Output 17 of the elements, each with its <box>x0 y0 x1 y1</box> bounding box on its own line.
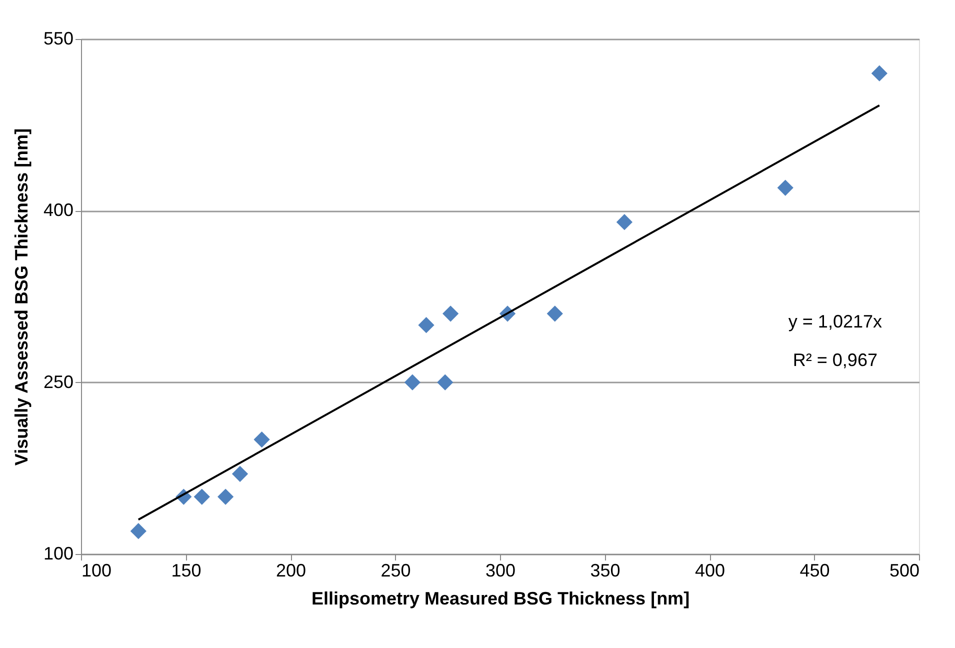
y-axis-title: Visually Assessed BSG Thickness [nm] <box>11 128 32 466</box>
x-tick-label: 500 <box>889 560 920 580</box>
x-tick-label: 100 <box>82 560 112 580</box>
x-tick-label: 150 <box>171 560 202 580</box>
x-tick-label: 400 <box>694 560 726 580</box>
annotation: y = 1,0217x <box>788 311 882 332</box>
y-tick-label: 550 <box>43 28 74 48</box>
x-tick-label: 250 <box>380 560 411 580</box>
x-tick-label: 450 <box>800 560 830 580</box>
y-tick-label: 250 <box>43 372 74 392</box>
y-tick-label: 100 <box>43 544 74 564</box>
x-axis-title: Ellipsometry Measured BSG Thickness [nm] <box>311 588 690 608</box>
x-tick-label: 300 <box>485 560 516 580</box>
annotation: R² = 0,967 <box>792 350 878 370</box>
y-tick-label: 400 <box>43 200 74 220</box>
x-tick-label: 350 <box>590 560 620 580</box>
x-tick-label: 200 <box>276 560 306 580</box>
